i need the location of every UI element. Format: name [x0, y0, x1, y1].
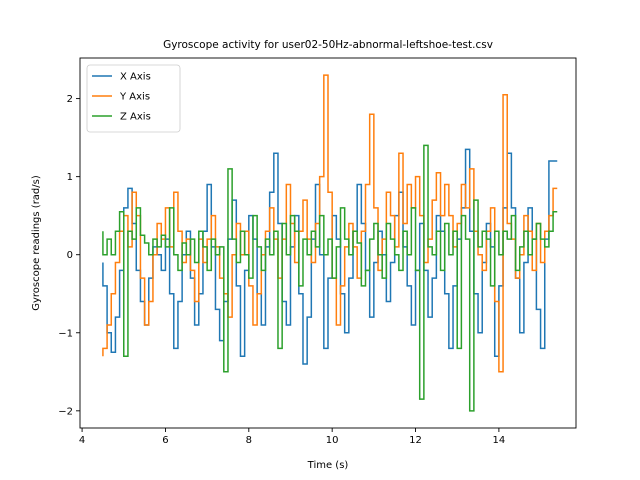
legend-label-y-axis: Y Axis [119, 92, 150, 103]
legend: X Axis Y Axis Z Axis [86, 64, 181, 133]
series-line-z-axis [102, 144, 558, 412]
y-axis-label: Gyroscope readings (rad/s) [31, 175, 42, 311]
x-tick-label: 12 [409, 435, 422, 446]
legend-label-z-axis: Z Axis [120, 112, 151, 123]
y-tick-label: 2 [67, 94, 73, 105]
plot-frame [79, 57, 577, 429]
x-axis: 4 6 8 10 12 14 [79, 428, 505, 446]
x-tick-label: 14 [493, 435, 506, 446]
x-tick-label: 4 [79, 435, 85, 446]
y-axis: −2 −1 0 1 2 [58, 94, 80, 417]
y-tick-label: 0 [67, 250, 73, 261]
y-tick-label: −2 [58, 406, 73, 417]
x-tick-label: 6 [162, 435, 168, 446]
x-tick-label: 10 [326, 435, 339, 446]
x-tick-label: 8 [246, 435, 252, 446]
series-layer [102, 74, 558, 412]
chart-title: Gyroscope activity for user02-50Hz-abnor… [163, 39, 493, 51]
y-tick-label: 1 [67, 172, 73, 183]
legend-label-x-axis: X Axis [120, 72, 151, 83]
series-line-y-axis [102, 74, 558, 373]
x-axis-label: Time (s) [307, 460, 349, 471]
series-line-x-axis [102, 148, 558, 365]
y-tick-label: −1 [58, 328, 73, 339]
